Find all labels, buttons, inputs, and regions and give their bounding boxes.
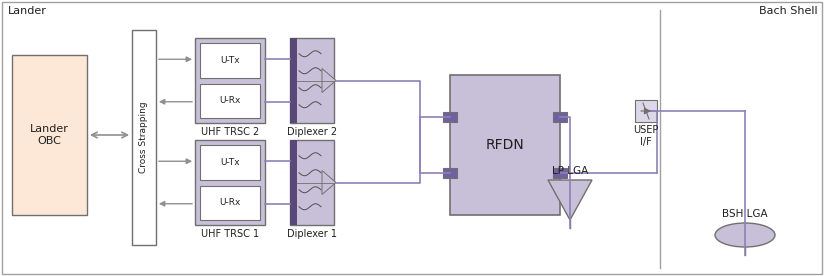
Text: Lander: Lander: [8, 6, 47, 16]
Bar: [200, 145, 260, 179]
Bar: [553, 168, 567, 178]
Bar: [443, 168, 457, 178]
Bar: [200, 43, 260, 78]
Bar: [195, 38, 265, 123]
Bar: [12, 55, 87, 215]
Text: LP LGA: LP LGA: [552, 166, 588, 176]
Text: UHF TRSC 2: UHF TRSC 2: [201, 127, 259, 137]
Ellipse shape: [715, 223, 775, 247]
Bar: [450, 75, 560, 215]
Text: UHF TRSC 1: UHF TRSC 1: [201, 229, 259, 239]
Polygon shape: [322, 171, 336, 195]
Text: BSH LGA: BSH LGA: [722, 209, 768, 219]
Text: U-Rx: U-Rx: [219, 96, 241, 105]
Bar: [635, 100, 657, 122]
Bar: [290, 140, 334, 225]
Text: RFDN: RFDN: [485, 138, 524, 152]
Text: U-Tx: U-Tx: [220, 56, 240, 65]
Text: Cross Strapping: Cross Strapping: [139, 102, 148, 173]
Text: U-Tx: U-Tx: [220, 158, 240, 167]
Text: Lander
OBC: Lander OBC: [30, 124, 69, 146]
Text: Diplexer 1: Diplexer 1: [287, 229, 337, 239]
Polygon shape: [548, 180, 592, 220]
Text: USEP
I/F: USEP I/F: [634, 125, 658, 147]
Text: Bach Shell: Bach Shell: [760, 6, 818, 16]
Bar: [195, 140, 265, 225]
Text: Diplexer 2: Diplexer 2: [287, 127, 337, 137]
Polygon shape: [322, 68, 336, 92]
Bar: [443, 112, 457, 122]
Bar: [200, 84, 260, 118]
Bar: [200, 185, 260, 220]
Bar: [553, 112, 567, 122]
Bar: [290, 140, 297, 225]
Bar: [290, 38, 297, 123]
Bar: [132, 30, 156, 245]
Bar: [290, 38, 334, 123]
Text: U-Rx: U-Rx: [219, 198, 241, 207]
